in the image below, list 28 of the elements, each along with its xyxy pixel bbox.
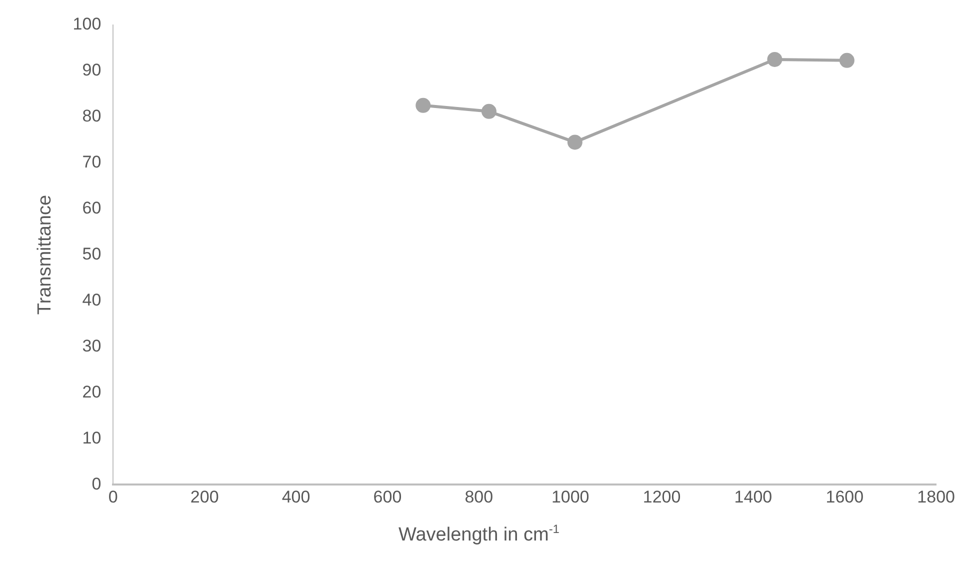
x-tick-label: 1400 [734, 487, 772, 506]
y-tick-label: 0 [92, 474, 102, 494]
y-tick-label: 30 [82, 336, 102, 356]
y-tick-label: 100 [72, 14, 102, 34]
x-tick-label: 1200 [642, 487, 681, 506]
y-axis-title: Transmittance [34, 194, 56, 315]
y-tick-label: 60 [82, 198, 102, 218]
point [767, 52, 782, 67]
x-tick-label: 0 [108, 487, 118, 506]
y-tick-label: 70 [82, 152, 102, 172]
x-tick-label: 1800 [917, 487, 956, 506]
x-axis-title: Wavelength in cm$^{-1}$ [398, 522, 560, 546]
y-tick-label: 40 [82, 290, 102, 310]
point [416, 98, 431, 113]
x-tick-label: 200 [190, 487, 219, 506]
y-tick-label: 80 [82, 106, 102, 126]
y-tick-label: 50 [82, 244, 102, 264]
y-tick-label: 20 [82, 382, 102, 402]
x-tick-label: 1600 [826, 487, 864, 506]
point [567, 134, 582, 150]
x-tick-label: 800 [464, 487, 494, 506]
x-tick-label: 600 [373, 487, 402, 506]
y-tick-label: 10 [82, 428, 102, 448]
x-tick-label: 1000 [551, 487, 590, 506]
point [481, 104, 496, 119]
y-tick-label: 90 [82, 60, 102, 80]
x-tick-label: 400 [282, 487, 310, 506]
point [839, 52, 854, 68]
